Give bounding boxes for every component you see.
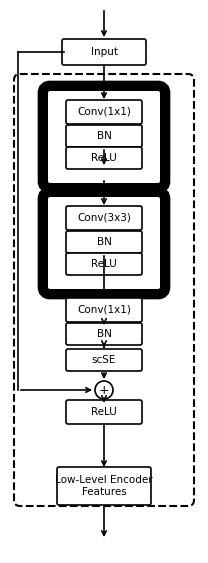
Circle shape (95, 381, 113, 399)
FancyBboxPatch shape (57, 467, 151, 505)
FancyBboxPatch shape (66, 253, 142, 275)
FancyBboxPatch shape (66, 125, 142, 147)
FancyBboxPatch shape (66, 400, 142, 424)
Text: BN: BN (97, 329, 111, 339)
Text: ReLU: ReLU (91, 259, 117, 269)
FancyBboxPatch shape (66, 349, 142, 371)
FancyBboxPatch shape (66, 206, 142, 230)
FancyBboxPatch shape (66, 147, 142, 169)
FancyBboxPatch shape (62, 39, 146, 65)
Text: ReLU: ReLU (91, 153, 117, 163)
Text: BN: BN (97, 131, 111, 141)
FancyBboxPatch shape (66, 100, 142, 124)
Text: Conv(1x1): Conv(1x1) (77, 107, 131, 117)
FancyBboxPatch shape (66, 298, 142, 322)
Text: BN: BN (97, 237, 111, 247)
Text: Conv(1x1): Conv(1x1) (77, 305, 131, 315)
Text: Conv(3x3): Conv(3x3) (77, 213, 131, 223)
Text: scSE: scSE (92, 355, 116, 365)
Text: Low-Level Encoder
Features: Low-Level Encoder Features (55, 475, 153, 497)
Text: Input: Input (90, 47, 118, 57)
Text: +: + (99, 383, 109, 396)
FancyBboxPatch shape (48, 91, 160, 183)
FancyBboxPatch shape (66, 231, 142, 253)
FancyBboxPatch shape (48, 197, 160, 289)
FancyBboxPatch shape (66, 323, 142, 345)
Text: ReLU: ReLU (91, 407, 117, 417)
